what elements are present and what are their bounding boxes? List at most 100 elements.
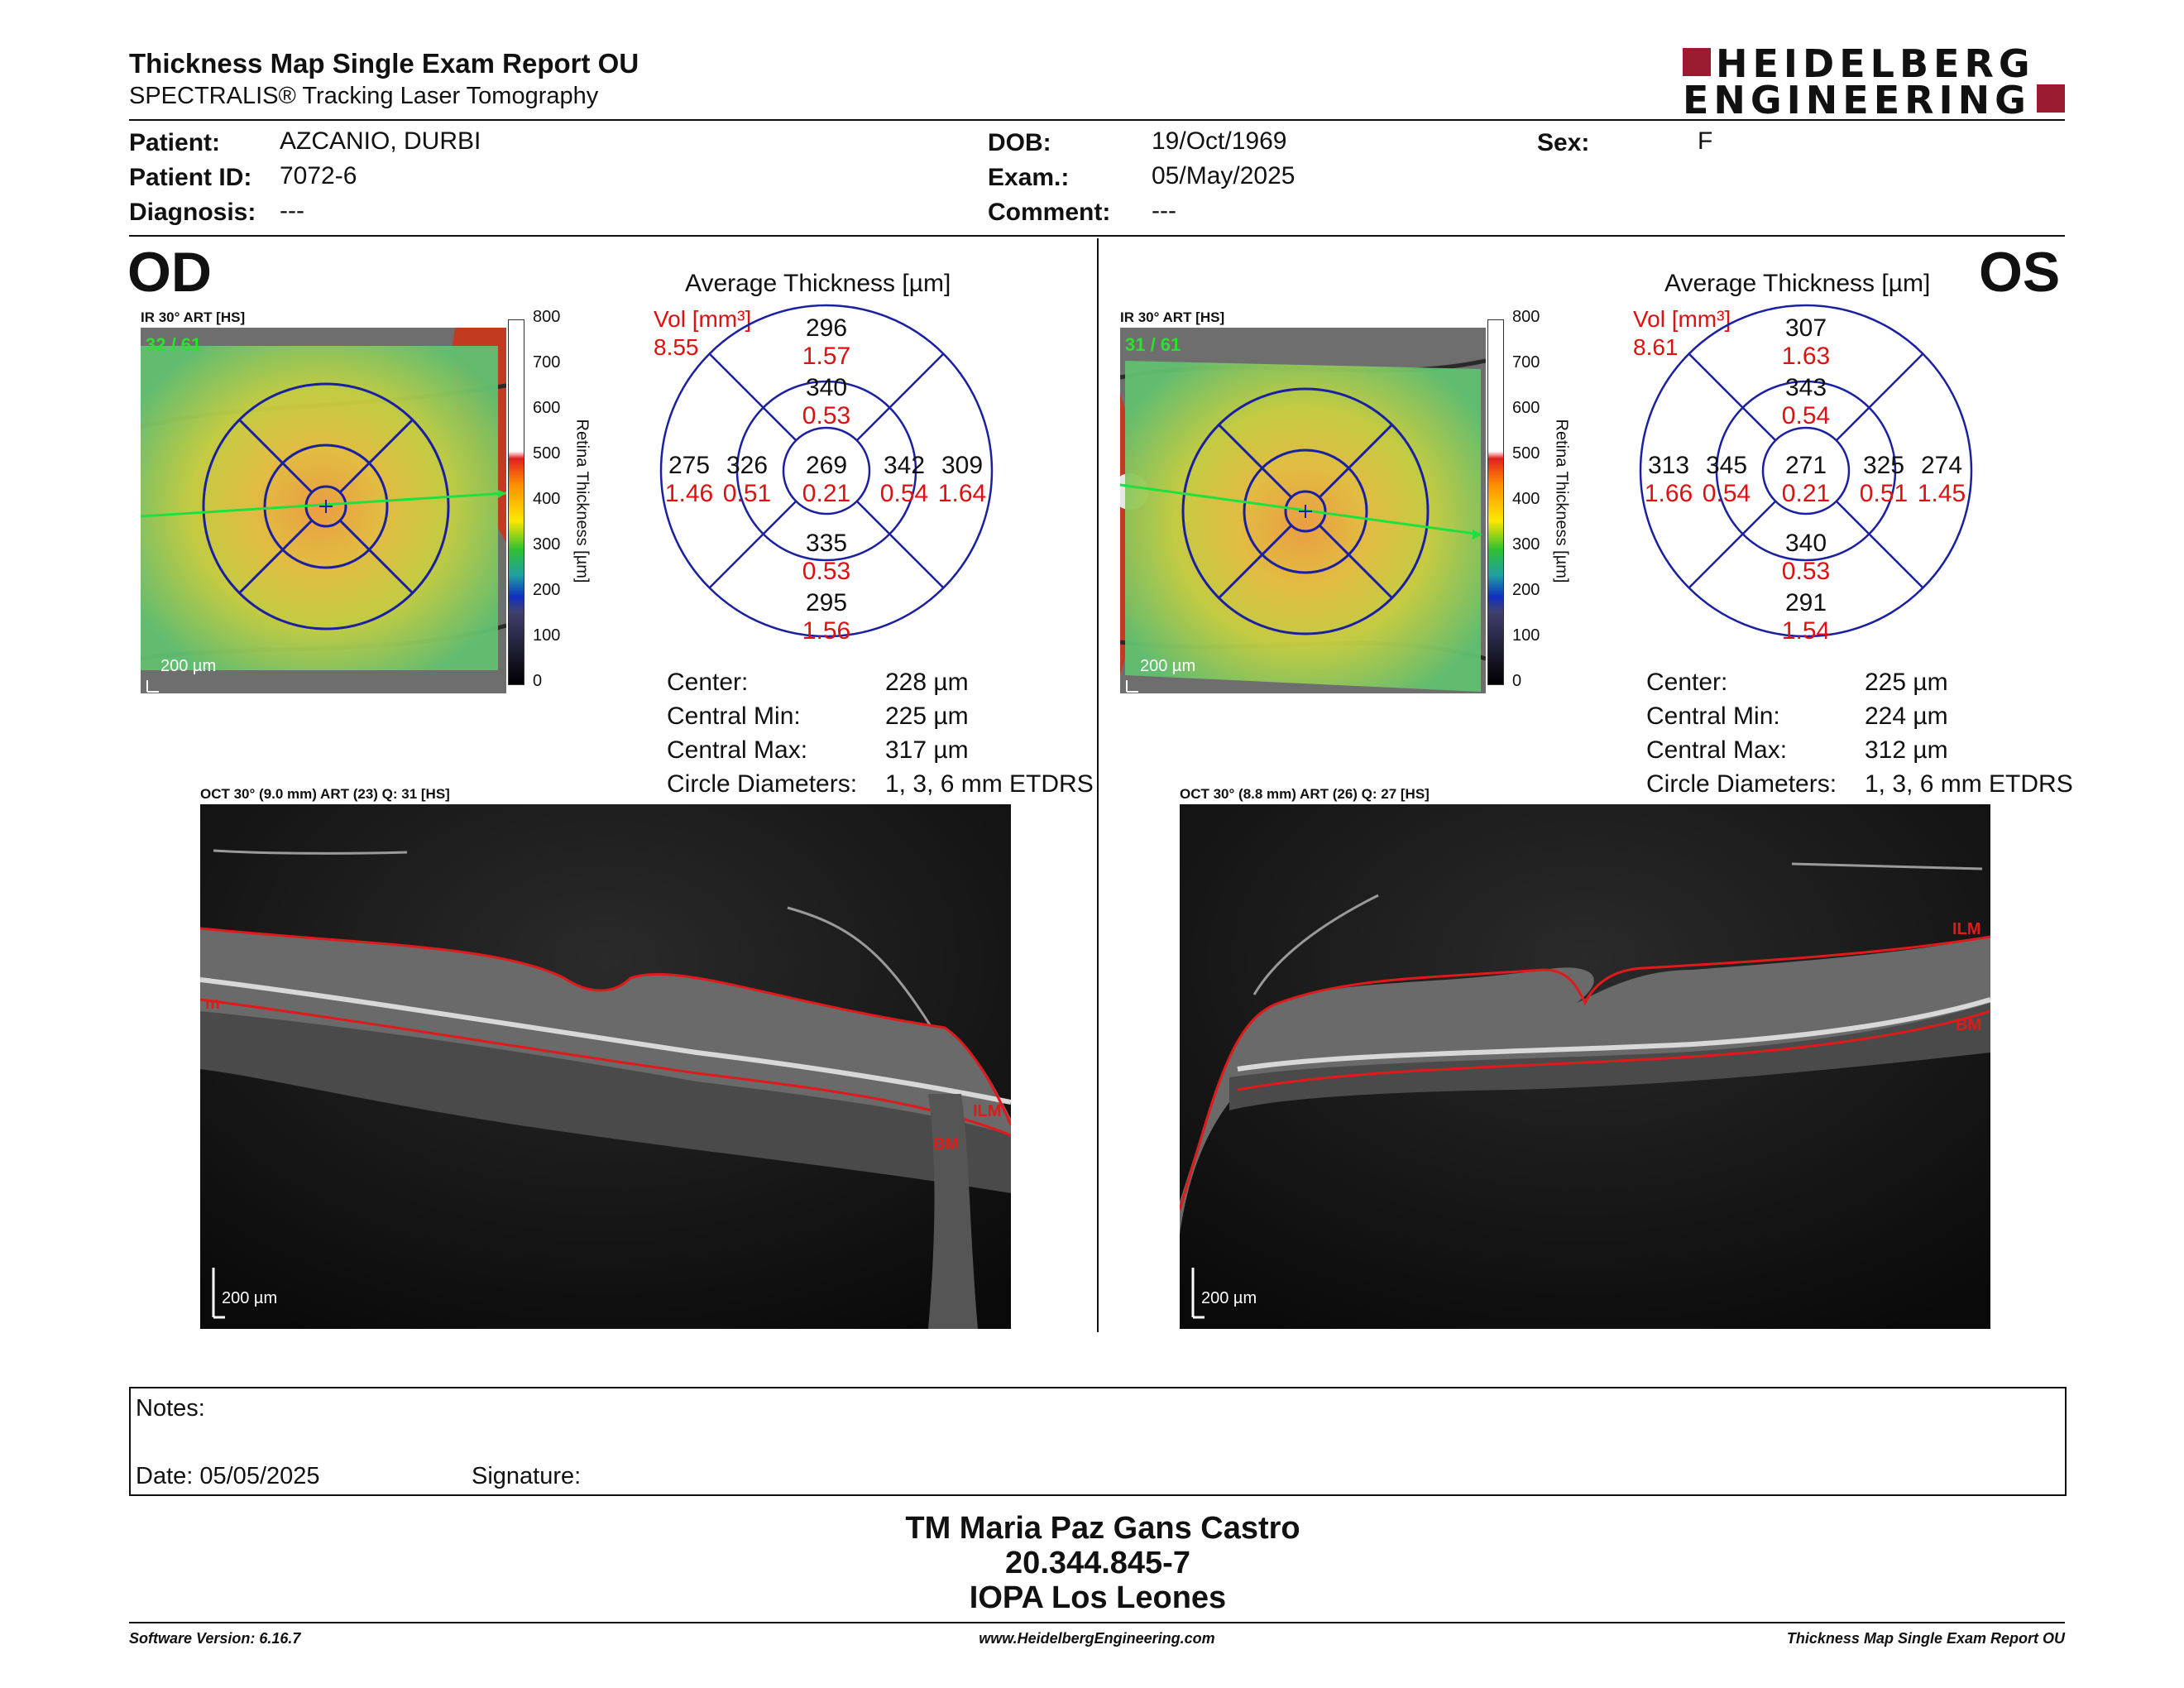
od-colorbar xyxy=(508,319,524,685)
os-outer-temp-vol: 1.66 xyxy=(1644,480,1693,507)
os-ir-counter: 31 / 61 xyxy=(1125,334,1181,355)
od-circ-value: 1, 3, 6 mm ETDRS xyxy=(885,770,1094,798)
notes-date: Date: 05/05/2025 xyxy=(136,1463,320,1489)
os-ir-image: 31 / 61 200 µm xyxy=(1120,328,1486,693)
logo-line1: HEIDELBERG xyxy=(1716,41,2035,86)
od-cmin-value: 225 µm xyxy=(885,703,969,730)
od-vol-total: 8.55 xyxy=(654,334,699,360)
od-colorbar-axis-label: Retina Thickness [µm] xyxy=(572,419,592,583)
footer-website[interactable]: www.HeidelbergEngineering.com xyxy=(979,1630,1215,1647)
os-vol-label: Vol [mm³] xyxy=(1633,306,1731,332)
od-outer-temp: 275 xyxy=(668,452,711,479)
sex-label: Sex: xyxy=(1537,129,1590,156)
logo-square-bottom xyxy=(2037,84,2065,113)
od-outer-nas: 309 xyxy=(941,452,984,479)
os-oct-image: 200 µm ILM BM xyxy=(1180,804,1990,1329)
patient-id-label: Patient ID: xyxy=(129,164,252,191)
od-outer-temp-vol: 1.46 xyxy=(664,480,714,507)
os-oct-ilm: ILM xyxy=(1952,920,1981,938)
od-tick-600: 600 xyxy=(533,399,561,417)
od-oct-scale: 200 µm xyxy=(222,1289,278,1307)
od-inner-inf: 335 xyxy=(805,530,848,557)
od-outer-sup-vol: 1.57 xyxy=(802,343,851,370)
os-tick-100: 100 xyxy=(1512,626,1540,645)
logo-square-top xyxy=(1683,48,1711,76)
footer-report: Thickness Map Single Exam Report OU xyxy=(1786,1630,2065,1647)
od-center-value: 228 µm xyxy=(885,669,969,696)
os-tick-200: 200 xyxy=(1512,581,1540,599)
notes-box[interactable]: Notes: Date: 05/05/2025 Signature: xyxy=(129,1387,2067,1496)
os-cmax-label: Central Max: xyxy=(1646,736,1788,764)
os-center: 271 xyxy=(1784,452,1827,479)
os-tick-600: 600 xyxy=(1512,399,1540,417)
os-ir-scale: 200 µm xyxy=(1140,657,1196,675)
od-oct-image: 200 µm m ILM BM xyxy=(200,804,1011,1329)
os-inner-sup: 343 xyxy=(1784,374,1827,401)
od-oct-svg xyxy=(200,804,1011,1329)
os-oct-bm: BM xyxy=(1956,1016,1982,1034)
od-cmax-value: 317 µm xyxy=(885,736,969,764)
od-inner-inf-vol: 0.53 xyxy=(802,558,851,585)
os-cmin-value: 224 µm xyxy=(1865,703,1948,730)
os-tick-300: 300 xyxy=(1512,535,1540,554)
od-ir-label: IR 30° ART [HS] xyxy=(141,309,246,325)
od-inner-temp: 326 xyxy=(726,452,769,479)
header-rule xyxy=(129,119,2065,121)
logo-line2: ENGINEERING xyxy=(1683,78,2031,122)
os-inner-temp-vol: 0.54 xyxy=(1702,480,1751,507)
od-outer-inf-vol: 1.56 xyxy=(802,617,851,645)
od-oct-bm: BM xyxy=(933,1135,960,1153)
os-ir-label: IR 30° ART [HS] xyxy=(1120,309,1225,325)
os-etdrs-grid xyxy=(1639,304,1973,638)
od-ir-image: 32 / 61 200 µm xyxy=(141,328,506,693)
od-tick-0: 0 xyxy=(533,672,543,690)
od-tick-800: 800 xyxy=(533,308,561,326)
exam-label: Exam.: xyxy=(988,164,1070,191)
od-etdrs-grid xyxy=(659,304,994,638)
od-colorbar-ticks: 800 700 600 500 400 300 200 100 0 xyxy=(533,308,574,690)
od-inner-sup: 340 xyxy=(805,374,848,401)
comment-value: --- xyxy=(1152,197,1176,224)
notes-signature-label: Signature: xyxy=(472,1463,582,1489)
dob-value: 19/Oct/1969 xyxy=(1152,127,1287,155)
os-outer-inf: 291 xyxy=(1784,589,1827,616)
od-cmin-label: Central Min: xyxy=(667,703,801,730)
os-inner-inf: 340 xyxy=(1784,530,1827,557)
od-oct-m-tag: m xyxy=(205,995,220,1013)
od-center: 269 xyxy=(805,452,848,479)
footer-software: Software Version: 6.16.7 xyxy=(129,1630,301,1647)
signer-name: TM Maria Paz Gans Castro xyxy=(905,1511,1300,1546)
od-inner-sup-vol: 0.53 xyxy=(802,402,851,429)
od-eye-label: OD xyxy=(127,241,212,304)
diagnosis-value: --- xyxy=(280,197,304,224)
os-oct-scale: 200 µm xyxy=(1201,1289,1257,1307)
od-oct-label: OCT 30° (9.0 mm) ART (23) Q: 31 [HS] xyxy=(200,786,450,802)
patient-label: Patient: xyxy=(129,129,221,156)
od-vol-label: Vol [mm³] xyxy=(654,306,752,332)
os-outer-nas: 274 xyxy=(1920,452,1963,479)
os-eye-label: OS xyxy=(1979,241,2061,304)
os-outer-inf-vol: 1.54 xyxy=(1781,617,1831,645)
os-cmin-label: Central Min: xyxy=(1646,703,1780,730)
od-center-label: Center: xyxy=(667,669,749,696)
exam-value: 05/May/2025 xyxy=(1152,162,1296,189)
os-inner-sup-vol: 0.54 xyxy=(1781,402,1831,429)
os-outer-nas-vol: 1.45 xyxy=(1917,480,1966,507)
os-outer-sup-vol: 1.63 xyxy=(1781,343,1831,370)
os-avg-title: Average Thickness [µm] xyxy=(1664,270,1931,297)
od-tick-100: 100 xyxy=(533,626,561,645)
od-ir-svg xyxy=(141,328,506,693)
od-inner-nas: 342 xyxy=(883,452,926,479)
os-oct-svg xyxy=(1180,804,1990,1329)
patient-value: AZCANIO, DURBI xyxy=(280,127,481,155)
report-subtitle: SPECTRALIS® Tracking Laser Tomography xyxy=(129,83,599,109)
os-colorbar-ticks: 800 700 600 500 400 300 200 100 0 xyxy=(1512,308,1554,690)
os-center-vol: 0.21 xyxy=(1781,480,1831,507)
os-colorbar-axis-label: Retina Thickness [µm] xyxy=(1552,419,1571,583)
heidelberg-logo: HEIDELBERG ENGINEERING xyxy=(1683,41,2065,122)
os-colorbar xyxy=(1487,319,1504,685)
od-tick-400: 400 xyxy=(533,490,561,508)
os-inner-temp: 345 xyxy=(1705,452,1748,479)
os-tick-0: 0 xyxy=(1512,672,1522,690)
signer-clinic: IOPA Los Leones xyxy=(969,1580,1227,1615)
